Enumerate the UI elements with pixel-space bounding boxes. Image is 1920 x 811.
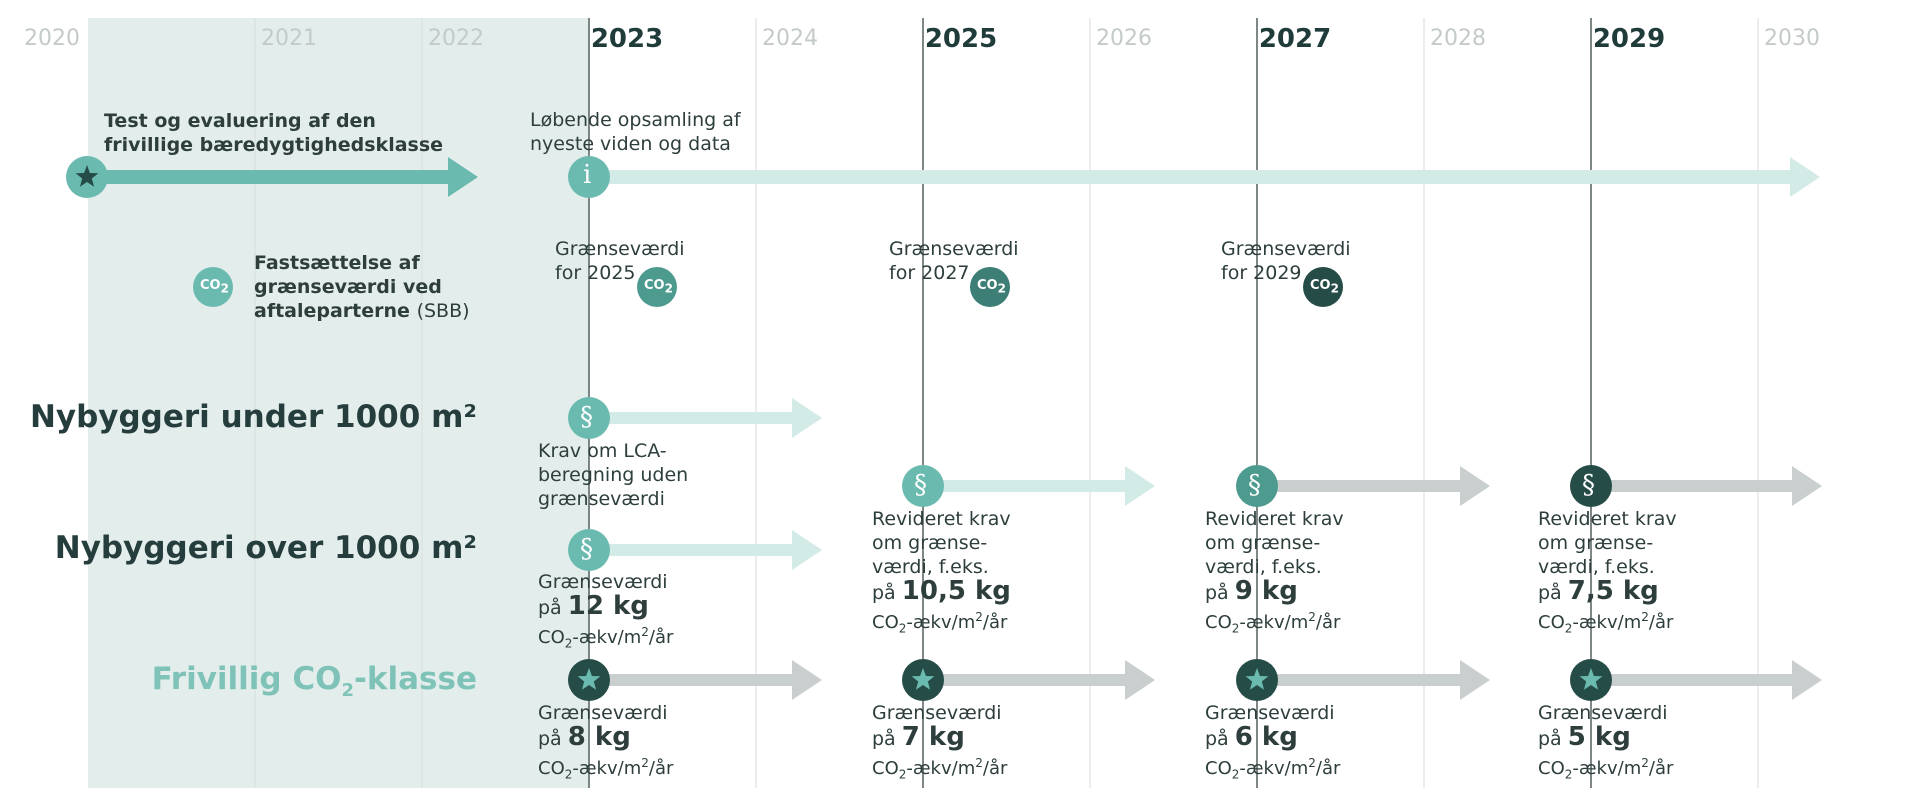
- year-label-2029: 2029: [1592, 24, 1666, 54]
- star-icon-shape: [75, 165, 99, 187]
- star-icon-shape: [577, 668, 601, 690]
- test-title: Test og evaluering af den frivillige bære…: [104, 110, 444, 156]
- frivillig-arrow-2027-head: [1460, 660, 1490, 700]
- frivillig-value-2: Grænseværdi på 6 kg CO2-ækv/m2/år: [1205, 702, 1341, 782]
- paragraph-icon-symbol: §: [1582, 470, 1595, 500]
- revised-arrow-2029-shaft: [1611, 480, 1792, 492]
- paragraph-icon: [902, 465, 944, 507]
- revised-arrow-2027-head: [1460, 466, 1490, 506]
- star-icon-shape: [911, 668, 935, 690]
- frivillig-value-0: Grænseværdi på 8 kg CO2-ækv/m2/år: [538, 702, 674, 782]
- paragraph-icon: [1236, 465, 1278, 507]
- graensevaerdi-for-label: Grænseværdi for 2025: [555, 238, 685, 284]
- info-text: Løbende opsamling af nyeste viden og data: [530, 109, 741, 155]
- co2-icon-text: CO2: [1310, 278, 1339, 296]
- co2-icon: [970, 267, 1010, 307]
- row-header-under: Nybyggeri under 1000 m²: [29, 399, 477, 435]
- frivillig-arrow-2027-shaft: [1277, 674, 1460, 686]
- co2-icon-text: CO2: [644, 278, 673, 296]
- co2-icon: [637, 267, 677, 307]
- under-arrow-shaft: [609, 412, 792, 424]
- paragraph-icon: [568, 397, 610, 439]
- revised-arrow-2029-head: [1792, 466, 1822, 506]
- lca-requirement-text: Krav om LCA-beregning uden grænseværdi: [538, 440, 689, 510]
- revised-value-2025: Revideret krav om grænse-værdi, f.eks. på …: [872, 508, 1011, 636]
- year-label-2023: 2023: [590, 24, 664, 54]
- year-label-2030: 2030: [1764, 26, 1820, 51]
- year-label-2027: 2027: [1258, 24, 1332, 54]
- frivillig-arrow-2029-head: [1792, 660, 1822, 700]
- test-arrow-head: [448, 157, 478, 197]
- frivillig-value-3: Grænseværdi på 5 kg CO2-ækv/m2/år: [1538, 702, 1674, 782]
- frivillig-arrow-2023-shaft: [609, 674, 792, 686]
- co2-icon: [193, 267, 233, 307]
- frivillig-value-1: Grænseværdi på 7 kg CO2-ækv/m2/år: [872, 702, 1008, 782]
- graensevaerdi-for-label: Grænseværdi for 2027: [889, 238, 1019, 284]
- year-label-2021: 2021: [261, 26, 317, 51]
- revised-arrow-2025-head: [1125, 466, 1155, 506]
- test-arrow-shaft: [83, 170, 448, 184]
- paragraph-icon: [1570, 465, 1612, 507]
- frivillig-arrow-2029-shaft: [1611, 674, 1792, 686]
- revised-value-2029: Revideret krav om grænse-værdi, f.eks. på …: [1538, 508, 1677, 636]
- frivillig-arrow-2023-head: [792, 660, 822, 700]
- frivillig-arrow-2025-shaft: [943, 674, 1125, 686]
- row-header-over: Nybyggeri over 1000 m²: [54, 530, 477, 566]
- year-label-2020: 2020: [24, 26, 80, 51]
- star-icon-shape: [1579, 668, 1603, 690]
- info-arrow-head: [1790, 157, 1820, 197]
- year-label-2028: 2028: [1430, 26, 1486, 51]
- revised-arrow-2027-shaft: [1277, 480, 1460, 492]
- year-label-2026: 2026: [1096, 26, 1152, 51]
- star-icon-shape: [1245, 668, 1269, 690]
- frivillig-arrow-2025-head: [1125, 660, 1155, 700]
- revised-arrow-2025-shaft: [943, 480, 1125, 492]
- paragraph-icon: [568, 529, 610, 571]
- paragraph-icon-symbol: §: [914, 470, 927, 500]
- paragraph-icon-symbol: §: [580, 534, 593, 564]
- over-arrow-head: [792, 530, 822, 570]
- fastsaettelse-text: Fastsættelse af grænseværdi ved aftalepart…: [254, 252, 470, 322]
- info-icon: [568, 156, 610, 198]
- co2-icon-text: CO2: [977, 278, 1006, 296]
- past-period-shade: [88, 18, 589, 788]
- row-header-frivillig: Frivillig CO2-klasse: [151, 661, 477, 702]
- over-value-2023: Grænseværdi på 12 kg CO2-ækv/m2/år: [538, 571, 674, 651]
- info-icon-letter: i: [583, 160, 592, 190]
- co2-icon-text: CO2: [200, 278, 229, 296]
- info-arrow-shaft: [609, 170, 1790, 184]
- year-label-2022: 2022: [428, 26, 484, 51]
- paragraph-icon-symbol: §: [580, 402, 593, 432]
- under-arrow-head: [792, 398, 822, 438]
- year-label-2024: 2024: [762, 26, 818, 51]
- revised-value-2027: Revideret krav om grænse-værdi, f.eks. på …: [1205, 508, 1344, 636]
- paragraph-icon-symbol: §: [1248, 470, 1261, 500]
- year-label-2025: 2025: [924, 24, 998, 54]
- co2-icon: [1303, 267, 1343, 307]
- graensevaerdi-for-label: Grænseværdi for 2029: [1221, 238, 1351, 284]
- over-arrow-shaft: [609, 544, 792, 556]
